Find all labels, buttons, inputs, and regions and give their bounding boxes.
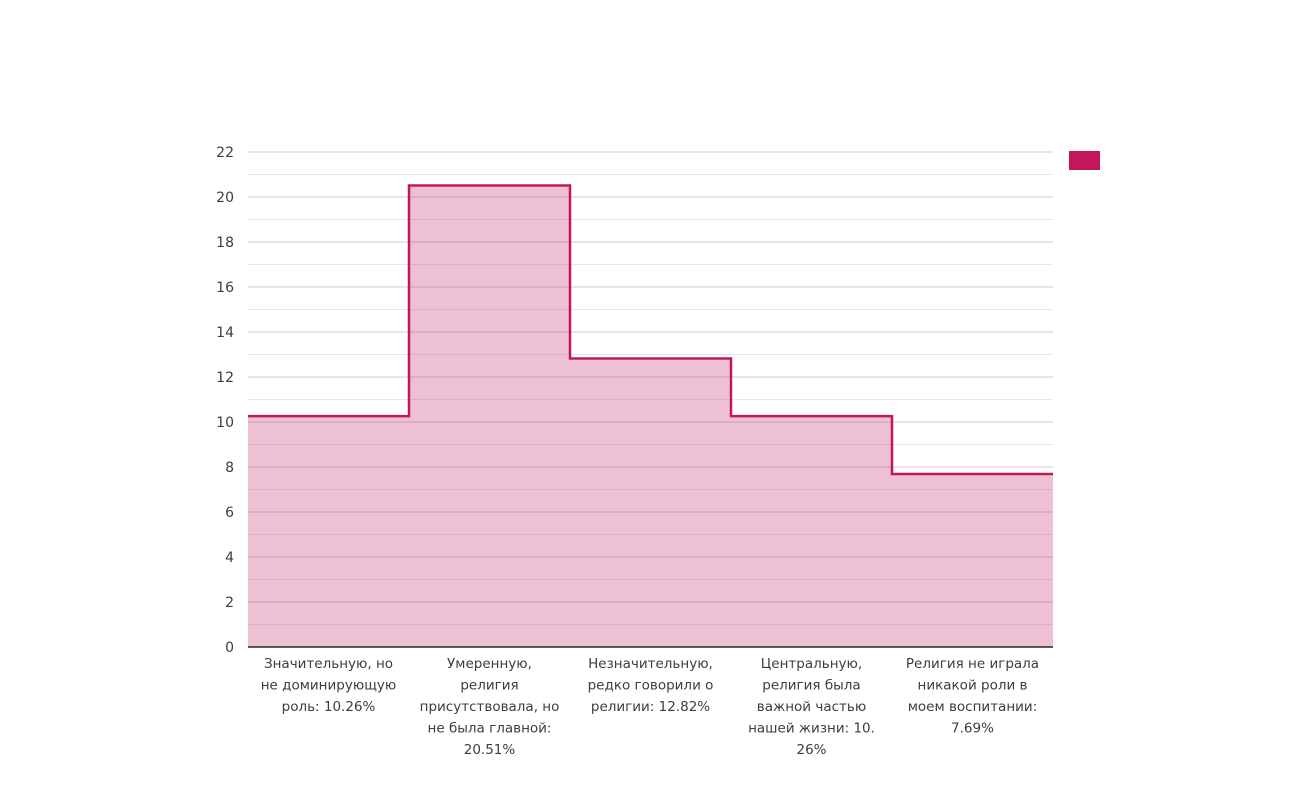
x-axis-label-line: Религия не играла (906, 656, 1039, 672)
x-axis-label-line: присутствовала, но (420, 699, 560, 715)
y-tick-label: 0 (225, 640, 234, 656)
x-axis-label-line: нашей жизни: 10. (748, 721, 875, 737)
x-axis-label-line: Значительную, но (264, 656, 393, 672)
y-tick-label: 2 (225, 595, 234, 611)
x-axis-label-line: 26% (796, 742, 826, 758)
x-axis-label-line: Незначительную, (588, 656, 713, 672)
x-axis-label-line: Центральную, (761, 656, 862, 672)
y-tick-label: 12 (216, 370, 234, 386)
y-tick-label: 4 (225, 550, 234, 566)
legend-swatch[interactable] (1069, 151, 1100, 170)
x-axis-label-line: не доминирующую (261, 678, 397, 694)
x-axis-label-line: важной частью (757, 699, 866, 715)
x-axis-label-line: не была главной: (428, 721, 552, 737)
y-tick-label: 16 (216, 280, 234, 296)
x-axis-label-line: религия была (762, 678, 860, 694)
y-tick-label: 8 (225, 460, 234, 476)
x-axis-label: Умеренную, религия присутствовала, но не бы… (420, 656, 560, 758)
x-axis-label-line: Умеренную, (447, 656, 532, 672)
x-axis-label: Центральную, религия была важной частью наш… (748, 656, 875, 758)
x-axis-label-line: религия (460, 678, 518, 694)
x-axis-label: Значительную, но не доминирующую роль: 10.… (261, 656, 397, 715)
x-axis-label-line: 7.69% (951, 721, 994, 737)
x-axis-label-line: моем воспитании: (908, 699, 1038, 715)
y-tick-label: 22 (216, 145, 234, 161)
area-fill (248, 185, 1053, 647)
y-tick-label: 18 (216, 235, 234, 251)
x-axis-label-line: никакой роли в (918, 678, 1028, 694)
area-outline (248, 184, 1053, 476)
x-axis-label-line: редко говорили о (588, 678, 714, 694)
x-axis-label-line: 20.51% (464, 742, 516, 758)
y-tick-label: 6 (225, 505, 234, 521)
x-axis-label-line: роль: 10.26% (282, 699, 376, 715)
x-axis-label: Незначительную, редко говорили о религии: … (588, 656, 714, 715)
x-axis-label: Религия не играла никакой роли в моем восп… (906, 656, 1039, 737)
x-axis-label-line: религии: 12.82% (591, 699, 710, 715)
y-tick-label: 10 (216, 415, 234, 431)
y-tick-label: 20 (216, 190, 234, 206)
y-tick-label: 14 (216, 325, 234, 341)
